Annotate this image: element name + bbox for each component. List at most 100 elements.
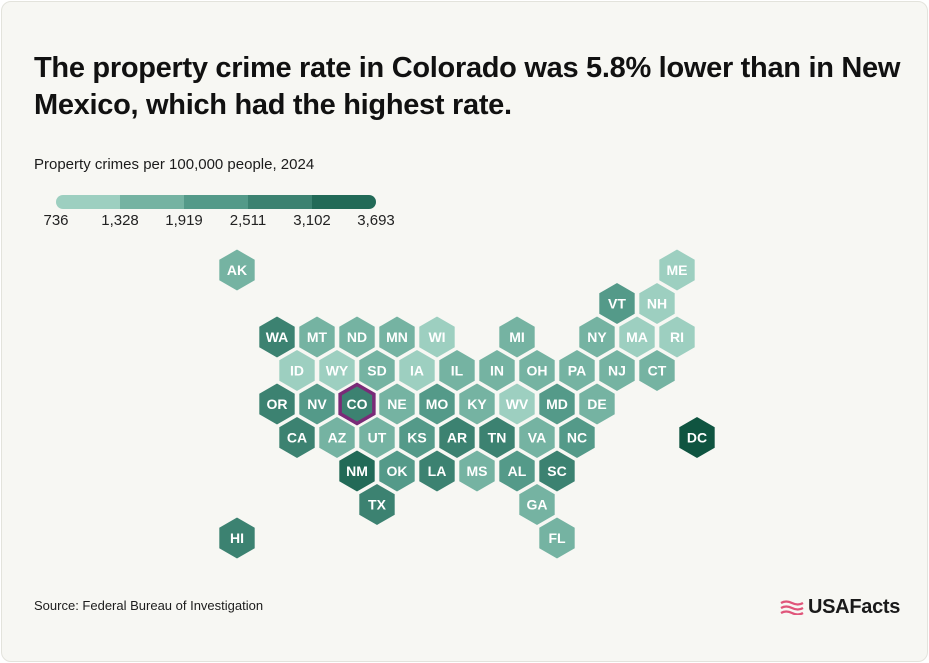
state-hex-shape[interactable] [538,449,576,493]
state-hex-ok[interactable]: OK [378,449,416,493]
state-hex-nj[interactable]: NJ [598,348,636,393]
state-hex-hi[interactable]: HI [218,516,256,560]
state-hex-wy[interactable]: WY [318,348,356,393]
state-hex-shape[interactable] [418,315,456,359]
state-hex-shape[interactable] [398,348,436,393]
state-hex-shape[interactable] [578,382,616,426]
state-hex-shape[interactable] [298,382,336,426]
state-hex-shape[interactable] [258,382,296,426]
state-hex-shape[interactable] [318,348,356,393]
state-hex-shape[interactable] [478,348,516,393]
state-hex-shape[interactable] [278,415,316,460]
state-hex-shape[interactable] [338,315,376,359]
state-hex-shape[interactable] [458,382,496,426]
state-hex-shape[interactable] [318,415,356,460]
state-hex-wa[interactable]: WA [258,315,296,359]
state-hex-shape[interactable] [578,315,616,359]
state-hex-shape[interactable] [638,348,676,393]
state-hex-shape[interactable] [358,348,396,393]
state-hex-md[interactable]: MD [538,382,576,426]
state-hex-shape[interactable] [358,415,396,460]
state-hex-shape[interactable] [438,348,476,393]
state-hex-shape[interactable] [618,315,656,359]
state-hex-ne[interactable]: NE [378,382,416,426]
state-hex-vt[interactable]: VT [598,281,636,326]
state-hex-ms[interactable]: MS [458,449,496,493]
state-hex-shape[interactable] [398,415,436,460]
state-hex-shape[interactable] [218,248,256,292]
state-hex-la[interactable]: LA [418,449,456,493]
state-hex-shape[interactable] [498,449,536,493]
state-hex-ca[interactable]: CA [278,415,316,460]
state-hex-shape[interactable] [338,449,376,493]
state-hex-me[interactable]: ME [658,248,696,292]
state-hex-ar[interactable]: AR [438,415,476,460]
state-hex-nh[interactable]: NH [638,281,676,326]
state-hex-shape[interactable] [478,415,516,460]
state-hex-ut[interactable]: UT [358,415,396,460]
state-hex-shape[interactable] [538,516,576,560]
state-hex-mt[interactable]: MT [298,315,336,359]
state-hex-shape[interactable] [418,382,456,426]
state-hex-nv[interactable]: NV [298,382,336,426]
state-hex-mo[interactable]: MO [418,382,456,426]
state-hex-shape[interactable] [378,315,416,359]
state-hex-shape[interactable] [298,315,336,359]
state-hex-sd[interactable]: SD [358,348,396,393]
state-hex-shape[interactable] [518,482,556,527]
state-hex-sc[interactable]: SC [538,449,576,493]
state-hex-tn[interactable]: TN [478,415,516,460]
state-hex-shape[interactable] [438,415,476,460]
state-hex-in[interactable]: IN [478,348,516,393]
state-hex-pa[interactable]: PA [558,348,596,393]
state-hex-shape[interactable] [278,348,316,393]
state-hex-shape[interactable] [658,315,696,359]
state-hex-il[interactable]: IL [438,348,476,393]
state-hex-nd[interactable]: ND [338,315,376,359]
state-hex-co[interactable]: CO [338,382,376,426]
state-hex-ga[interactable]: GA [518,482,556,527]
state-hex-shape[interactable] [638,281,676,326]
state-hex-ri[interactable]: RI [658,315,696,359]
state-hex-de[interactable]: DE [578,382,616,426]
state-hex-shape[interactable] [598,281,636,326]
state-hex-shape[interactable] [498,382,536,426]
state-hex-va[interactable]: VA [518,415,556,460]
state-hex-dc[interactable]: DC [678,415,716,460]
state-hex-shape[interactable] [518,415,556,460]
state-hex-ak[interactable]: AK [218,248,256,292]
state-hex-shape[interactable] [358,482,396,527]
state-hex-ks[interactable]: KS [398,415,436,460]
state-hex-ma[interactable]: MA [618,315,656,359]
state-hex-nm[interactable]: NM [338,449,376,493]
state-hex-oh[interactable]: OH [518,348,556,393]
state-hex-ct[interactable]: CT [638,348,676,393]
state-hex-shape[interactable] [258,315,296,359]
state-hex-shape[interactable] [678,415,716,460]
state-hex-az[interactable]: AZ [318,415,356,460]
state-hex-shape[interactable] [378,382,416,426]
state-hex-wv[interactable]: WV [498,382,536,426]
state-hex-al[interactable]: AL [498,449,536,493]
state-hex-shape[interactable] [598,348,636,393]
state-hex-shape[interactable] [518,348,556,393]
state-hex-shape[interactable] [218,516,256,560]
state-hex-fl[interactable]: FL [538,516,576,560]
state-hex-tx[interactable]: TX [358,482,396,527]
state-hex-shape[interactable] [658,248,696,292]
state-hex-mi[interactable]: MI [498,315,536,359]
state-hex-shape[interactable] [558,348,596,393]
state-hex-or[interactable]: OR [258,382,296,426]
state-hex-ny[interactable]: NY [578,315,616,359]
state-hex-mn[interactable]: MN [378,315,416,359]
state-hex-ia[interactable]: IA [398,348,436,393]
state-hex-wi[interactable]: WI [418,315,456,359]
state-hex-shape[interactable] [418,449,456,493]
state-hex-shape[interactable] [538,382,576,426]
state-hex-shape[interactable] [378,449,416,493]
state-hex-ky[interactable]: KY [458,382,496,426]
state-hex-shape[interactable] [558,415,596,460]
state-hex-id[interactable]: ID [278,348,316,393]
state-hex-nc[interactable]: NC [558,415,596,460]
state-hex-shape[interactable] [458,449,496,493]
